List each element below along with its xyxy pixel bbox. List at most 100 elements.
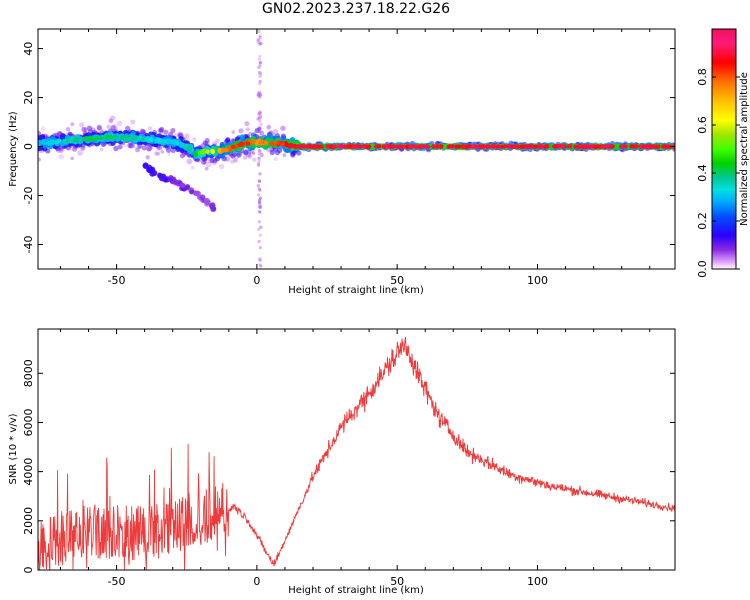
- spectrogram-cell: [532, 144, 538, 150]
- spectrogram-speckle: [106, 124, 111, 129]
- spectrogram-streak: [257, 57, 262, 62]
- spectrogram-cell: [73, 137, 78, 143]
- spectrogram-streak: [258, 172, 262, 176]
- spectrogram-streak: [257, 187, 261, 191]
- spectrogram-cell: [301, 144, 307, 149]
- spectrogram-branch-cell: [151, 169, 158, 177]
- spectrogram-streak: [257, 239, 261, 244]
- spectrogram-cell: [127, 142, 133, 148]
- spectrogram-speckle: [117, 120, 123, 127]
- spectrogram-streak: [257, 82, 262, 86]
- spectrogram-cell: [588, 144, 594, 149]
- spectrogram-cell: [100, 141, 106, 147]
- spectrogram-cell: [431, 144, 436, 149]
- spectrogram-cell: [376, 144, 382, 149]
- spectrogram-cell: [225, 137, 231, 143]
- spectrogram-speckle: [233, 158, 238, 163]
- spectrogram-xtick-label: 50: [390, 274, 404, 287]
- spectrogram-cell: [272, 141, 278, 146]
- spectrogram-cell: [556, 144, 562, 149]
- spectrogram-cell: [525, 144, 531, 149]
- spectrogram-cell: [269, 149, 275, 156]
- spectrogram-speckle: [70, 122, 75, 127]
- spectrogram-streak: [258, 54, 262, 58]
- spectrogram-cell: [397, 144, 403, 149]
- spectrogram-cell: [159, 126, 165, 133]
- spectrogram-speckle: [192, 137, 197, 142]
- spectrogram-cell: [552, 144, 557, 149]
- spectrogram-speckle: [38, 157, 42, 162]
- spectrogram-streak: [257, 204, 262, 208]
- spectrogram-streak: [256, 184, 260, 188]
- spectrogram-cell: [131, 136, 136, 142]
- spectrogram-cell: [401, 144, 406, 149]
- spectrogram-branch-cell: [168, 175, 174, 181]
- spectrogram-cell: [655, 144, 660, 149]
- spectrogram-speckle: [135, 147, 140, 153]
- spectrogram-streak: [258, 233, 262, 237]
- spectrogram-cell: [593, 144, 599, 149]
- snr-panel: -50 0 50 100 0 2000 4000 6000 8000 Height of str…: [8, 328, 676, 596]
- spectrogram-cell: [147, 138, 153, 143]
- spectrogram-xtick-label: 0: [253, 274, 260, 287]
- spectrogram-cell: [220, 148, 225, 153]
- spectrogram-cell: [38, 130, 42, 137]
- snr-ylabel: SNR (10 * v/v): [8, 413, 19, 484]
- spectrogram-cell: [345, 144, 350, 149]
- spectrogram-cell: [621, 144, 626, 149]
- spectrogram-streak: [258, 263, 262, 267]
- spectrogram-cell: [183, 144, 188, 149]
- spectrogram-cell: [439, 144, 444, 149]
- spectrogram-cell: [325, 143, 330, 149]
- spectrogram-cell: [450, 144, 455, 149]
- spectrogram-cell: [84, 137, 89, 142]
- spectrogram-branch-cell: [199, 194, 206, 201]
- chart-title: GN02.2023.237.18.22.G26: [261, 1, 451, 17]
- spectrogram-speckle: [215, 138, 220, 143]
- spectrogram-cell: [484, 144, 490, 149]
- spectrogram-cell: [177, 142, 183, 147]
- spectrogram-speckle: [58, 153, 64, 160]
- spectrogram-streak: [257, 179, 261, 183]
- spectrogram-speckle: [282, 153, 287, 157]
- spectrogram-streak: [257, 29, 261, 34]
- spectrogram-branch-cell: [209, 202, 216, 209]
- spectrogram-cell: [387, 144, 392, 149]
- spectrogram-cell: [638, 144, 643, 149]
- spectrogram-streak: [256, 117, 260, 121]
- spectrogram-speckle: [272, 128, 279, 135]
- snr-xtick-label: 100: [527, 575, 548, 588]
- spectrogram-cell: [60, 133, 66, 139]
- spectrogram-cell: [460, 144, 465, 149]
- snr-xtick-label: -50: [108, 575, 126, 588]
- spectrogram-cell: [417, 144, 422, 149]
- spectrogram-cell: [290, 152, 296, 158]
- spectrogram-streak: [258, 246, 262, 250]
- spectrogram-cell: [81, 126, 87, 133]
- spectrogram-cell: [295, 144, 301, 149]
- spectrogram-branch-cell: [142, 162, 149, 169]
- spectrogram-speckle: [145, 155, 150, 160]
- spectrogram-streak: [259, 122, 263, 127]
- spectrogram-cell: [87, 135, 93, 140]
- spectrogram-cell: [610, 144, 615, 149]
- spectrogram-speckle: [252, 157, 257, 162]
- spectrogram-cell: [662, 144, 667, 149]
- spectrogram-streak: [258, 61, 263, 65]
- spectrogram-cell: [284, 143, 290, 148]
- spectrogram-cell: [522, 144, 528, 149]
- spectrogram-streak: [259, 41, 263, 46]
- colorbar-tick-label: 0.4: [696, 164, 709, 182]
- snr-ytick-label: 6000: [22, 408, 35, 436]
- spectrogram-cell: [200, 149, 205, 155]
- spectrogram-panel: -50 0 50 100 -40 -20 0 20 40 Height of straight …: [8, 28, 676, 296]
- spectrogram-cell: [202, 140, 208, 146]
- spectrogram-speckle: [130, 119, 136, 125]
- spectrogram-cell: [157, 137, 162, 143]
- spectrogram-cell: [108, 134, 113, 139]
- spectrogram-cell: [600, 144, 605, 149]
- spectrogram-speckle: [266, 124, 272, 130]
- spectrogram-ytick-label: 40: [22, 42, 35, 56]
- spectrogram-cell: [141, 145, 147, 151]
- spectrogram-streak: [257, 220, 261, 224]
